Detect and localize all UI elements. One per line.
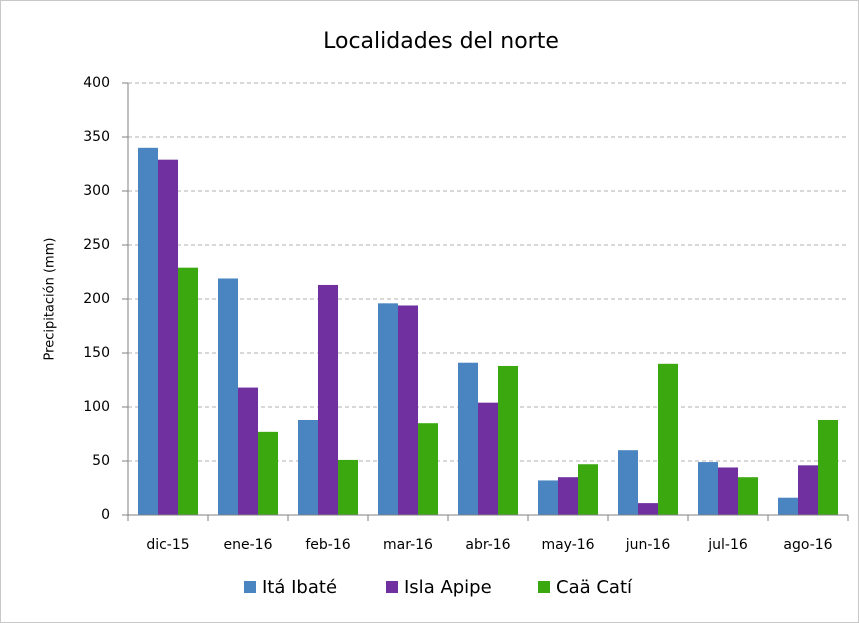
bar: [298, 419, 318, 515]
y-tick-label: 350: [83, 129, 110, 145]
bar: [738, 477, 758, 515]
chart-title: Localidades del norte: [323, 29, 559, 54]
legend-swatch: [538, 581, 550, 593]
bar: [258, 431, 278, 515]
y-tick-label: 50: [92, 453, 110, 469]
bar: [478, 402, 498, 515]
bar: [798, 465, 818, 515]
bar: [818, 419, 838, 515]
x-tick-label: jul-16: [707, 537, 748, 553]
y-tick-label: 0: [101, 507, 110, 523]
bar: [238, 387, 258, 515]
bar: [538, 480, 558, 515]
y-tick-label: 150: [83, 345, 110, 361]
y-tick-label: 200: [83, 291, 110, 307]
bar: [638, 503, 658, 515]
bar: [138, 147, 158, 516]
legend-label: Isla Apipe: [404, 577, 492, 598]
x-tick-label: feb-16: [305, 537, 350, 553]
x-tick-label: may-16: [541, 537, 594, 553]
y-tick-label: 400: [83, 75, 110, 91]
bar: [558, 477, 578, 515]
bar: [498, 365, 518, 515]
legend-label: Itá Ibaté: [262, 577, 337, 598]
y-tick-label: 100: [83, 399, 110, 415]
bar: [378, 303, 398, 515]
legend-swatch: [244, 581, 256, 593]
legend-swatch: [386, 581, 398, 593]
x-tick-label: abr-16: [465, 537, 510, 553]
bar: [338, 459, 358, 515]
bar: [398, 305, 418, 515]
bar: [318, 284, 338, 515]
y-tick-label: 300: [83, 183, 110, 199]
x-tick-label: mar-16: [383, 537, 433, 553]
y-axis-label: Precipitación (mm): [43, 238, 58, 361]
bar: [178, 267, 198, 515]
bar: [698, 462, 718, 515]
bar: [578, 464, 598, 515]
x-tick-label: jun-16: [625, 537, 671, 553]
bar: [418, 423, 438, 515]
bar: [778, 497, 798, 515]
bar: [618, 450, 638, 515]
legend-label: Caä Catí: [556, 577, 633, 598]
bar: [458, 362, 478, 515]
bar: [658, 363, 678, 515]
x-tick-label: ago-16: [783, 537, 832, 553]
bar: [158, 159, 178, 515]
x-tick-label: dic-15: [146, 537, 189, 553]
x-tick-label: ene-16: [224, 537, 273, 553]
bar: [718, 467, 738, 515]
y-tick-label: 250: [83, 237, 110, 253]
bar: [218, 278, 238, 515]
